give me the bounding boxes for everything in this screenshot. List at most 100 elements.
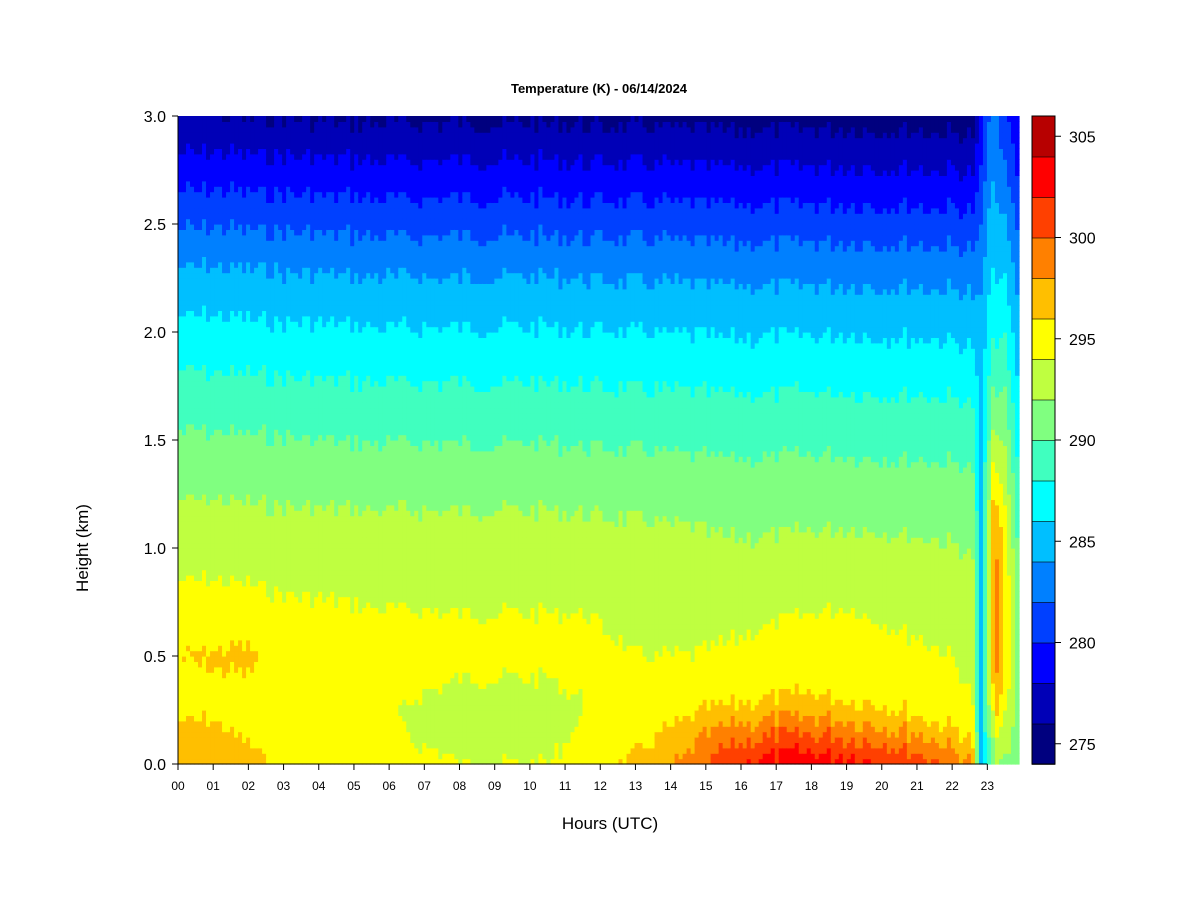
heatmap-cell — [342, 413, 347, 419]
heatmap-cell — [314, 699, 319, 705]
heatmap-cell — [338, 505, 343, 511]
heatmap-cell — [258, 343, 263, 349]
heatmap-cell — [182, 435, 187, 441]
heatmap-cell — [226, 375, 231, 381]
heatmap-cell — [282, 726, 287, 732]
heatmap-cell — [182, 629, 187, 635]
heatmap-cell — [318, 678, 323, 684]
heatmap-cell — [266, 613, 271, 619]
heatmap-cell — [270, 645, 275, 651]
heatmap-cell — [326, 121, 331, 127]
heatmap-cell — [242, 564, 247, 570]
heatmap-cell — [318, 694, 323, 700]
heatmap-cell — [202, 289, 207, 295]
heatmap-cell — [290, 354, 295, 360]
heatmap-cell — [310, 429, 315, 435]
heatmap-cell — [250, 559, 255, 565]
heatmap-cell — [210, 467, 215, 473]
heatmap-cell — [214, 683, 219, 689]
heatmap-cell — [214, 543, 219, 549]
heatmap-cell — [230, 240, 235, 246]
heatmap-cell — [326, 154, 331, 160]
heatmap-cell — [306, 197, 311, 203]
heatmap-cell — [314, 229, 319, 235]
heatmap-cell — [186, 256, 191, 262]
heatmap-cell — [238, 424, 243, 430]
heatmap-cell — [234, 634, 239, 640]
heatmap-cell — [202, 262, 207, 268]
heatmap-cell — [214, 526, 219, 532]
heatmap-cell — [210, 408, 215, 414]
heatmap-cell — [242, 240, 247, 246]
heatmap-cell — [186, 672, 191, 678]
heatmap-cell — [274, 300, 279, 306]
heatmap-cell — [222, 748, 227, 754]
heatmap-cell — [222, 753, 227, 759]
heatmap-cell — [202, 445, 207, 451]
heatmap-cell — [214, 467, 219, 473]
heatmap-cell — [278, 505, 283, 511]
heatmap-cell — [178, 699, 183, 705]
heatmap-cell — [262, 246, 267, 252]
heatmap-cell — [190, 175, 195, 181]
heatmap-cell — [210, 510, 215, 516]
heatmap-cell — [278, 683, 283, 689]
heatmap-cell — [298, 624, 303, 630]
heatmap-cell — [322, 116, 327, 122]
heatmap-cell — [298, 462, 303, 468]
heatmap-cell — [262, 505, 267, 511]
heatmap-cell — [278, 348, 283, 354]
heatmap-cell — [326, 688, 331, 694]
heatmap-cell — [238, 505, 243, 511]
heatmap-cell — [290, 694, 295, 700]
heatmap-cell — [254, 586, 259, 592]
heatmap-cell — [306, 251, 311, 257]
heatmap-cell — [198, 283, 203, 289]
heatmap-cell — [310, 418, 315, 424]
heatmap-cell — [238, 310, 243, 316]
heatmap-cell — [306, 132, 311, 138]
heatmap-cell — [230, 127, 235, 133]
heatmap-cell — [242, 634, 247, 640]
heatmap-cell — [342, 451, 347, 457]
heatmap-cell — [306, 494, 311, 500]
heatmap-cell — [298, 240, 303, 246]
heatmap-cell — [242, 386, 247, 392]
heatmap-cell — [198, 273, 203, 279]
heatmap-cell — [198, 499, 203, 505]
heatmap-cell — [266, 424, 271, 430]
heatmap-cell — [258, 235, 263, 241]
heatmap-cell — [278, 283, 283, 289]
heatmap-cell — [206, 753, 211, 759]
heatmap-cell — [290, 219, 295, 225]
heatmap-cell — [310, 667, 315, 673]
heatmap-cell — [278, 397, 283, 403]
heatmap-cell — [322, 219, 327, 225]
heatmap-cell — [282, 667, 287, 673]
heatmap-cell — [262, 165, 267, 171]
heatmap-cell — [334, 537, 339, 543]
heatmap-cell — [322, 656, 327, 662]
heatmap-cell — [186, 651, 191, 657]
heatmap-cell — [278, 694, 283, 700]
heatmap-cell — [226, 332, 231, 338]
heatmap-cell — [302, 445, 307, 451]
heatmap-cell — [214, 624, 219, 630]
heatmap-cell — [314, 154, 319, 160]
heatmap-cell — [266, 310, 271, 316]
heatmap-cell — [282, 138, 287, 144]
heatmap-cell — [250, 570, 255, 576]
heatmap-cell — [278, 310, 283, 316]
heatmap-cell — [322, 354, 327, 360]
heatmap-cell — [262, 175, 267, 181]
heatmap-cell — [234, 656, 239, 662]
heatmap-cell — [274, 624, 279, 630]
heatmap-cell — [314, 629, 319, 635]
heatmap-cell — [242, 499, 247, 505]
heatmap-cell — [314, 343, 319, 349]
heatmap-cell — [334, 256, 339, 262]
heatmap-cell — [202, 337, 207, 343]
heatmap-cell — [262, 327, 267, 333]
heatmap-cell — [214, 521, 219, 527]
heatmap-cell — [198, 354, 203, 360]
